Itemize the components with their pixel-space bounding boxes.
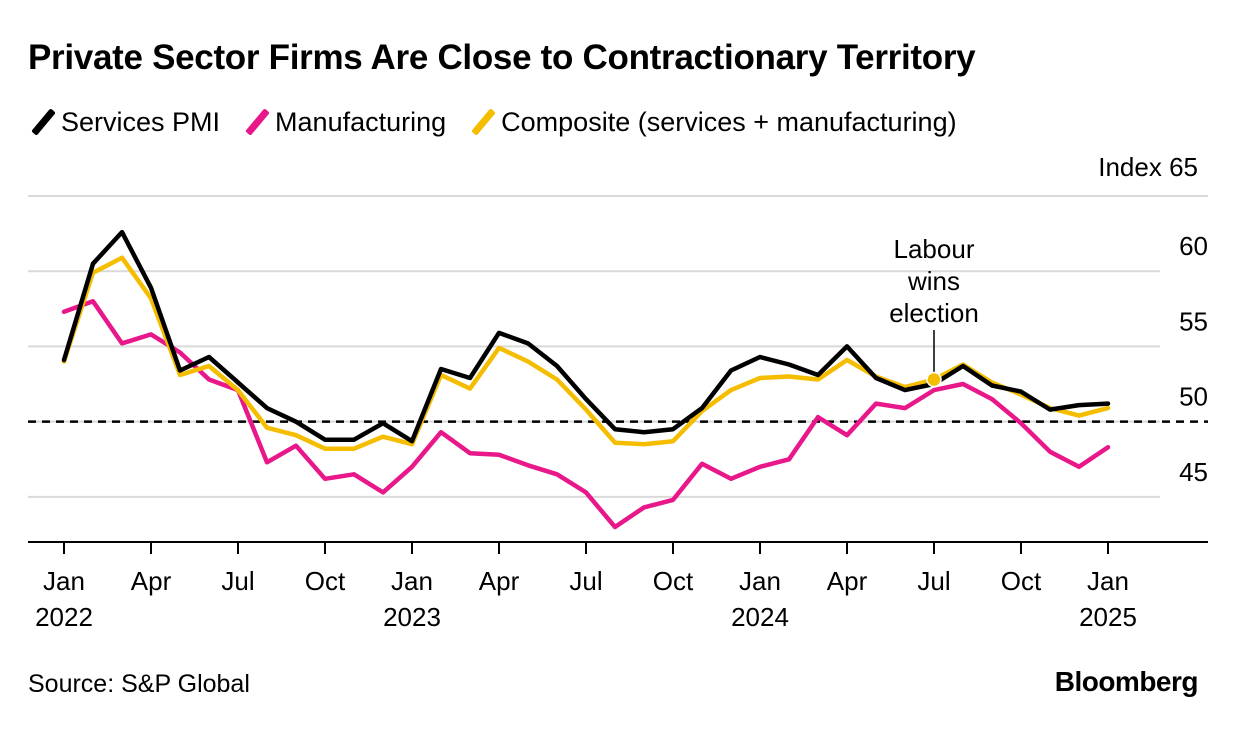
- annotation-text-line-0: Labour: [894, 234, 975, 264]
- x-tick-year-2023: 2023: [383, 602, 441, 632]
- legend-label-services: Services PMI: [61, 106, 221, 137]
- source-note: Source: S&P Global: [28, 670, 250, 698]
- annotation-text-line-1: wins: [907, 266, 960, 296]
- annotation-text-line-2: election: [889, 298, 979, 328]
- x-tick-label-36: Jan: [1087, 566, 1129, 596]
- bloomberg-logo: Bloomberg: [1054, 666, 1199, 697]
- x-tick-label-15: Apr: [479, 566, 520, 596]
- x-tick-year-2025: 2025: [1079, 602, 1137, 632]
- x-tick-label-24: Jan: [739, 566, 781, 596]
- legend-item-manufacturing: Manufacturing: [242, 107, 446, 138]
- x-tick-label-9: Oct: [305, 566, 346, 596]
- x-tick-year-2024: 2024: [731, 602, 789, 632]
- x-tick-label-30: Jul: [917, 566, 950, 596]
- y-tick-label-50: 50: [1179, 382, 1208, 412]
- x-tick-label-12: Jan: [391, 566, 433, 596]
- y-tick-label-45: 45: [1179, 457, 1208, 487]
- series-line-manufacturing: [61, 299, 1111, 530]
- x-tick-label-27: Apr: [827, 566, 868, 596]
- legend-item-services: Services PMI: [28, 107, 220, 138]
- legend-label-composite: Composite (services + manufacturing): [501, 106, 957, 137]
- x-tick-label-18: Jul: [569, 566, 602, 596]
- legend-label-manufacturing: Manufacturing: [275, 106, 447, 137]
- x-tick-label-3: Apr: [131, 566, 172, 596]
- x-tick-label-33: Oct: [1001, 566, 1042, 596]
- x-tick-label-0: Jan: [43, 566, 85, 596]
- y-tick-label-55: 55: [1179, 306, 1208, 336]
- x-tick-year-2022: 2022: [35, 602, 93, 632]
- annotation-marker: [926, 371, 942, 388]
- x-tick-label-6: Jul: [221, 566, 254, 596]
- y-tick-label-60: 60: [1179, 231, 1208, 261]
- legend: Services PMI Manufacturing Composite (se…: [28, 104, 979, 140]
- legend-item-composite: Composite (services + manufacturing): [468, 106, 957, 138]
- x-tick-label-21: Oct: [653, 566, 694, 596]
- y-axis-unit-label: Index 65: [1098, 152, 1198, 182]
- chart-title: Private Sector Firms Are Close to Contra…: [28, 38, 976, 77]
